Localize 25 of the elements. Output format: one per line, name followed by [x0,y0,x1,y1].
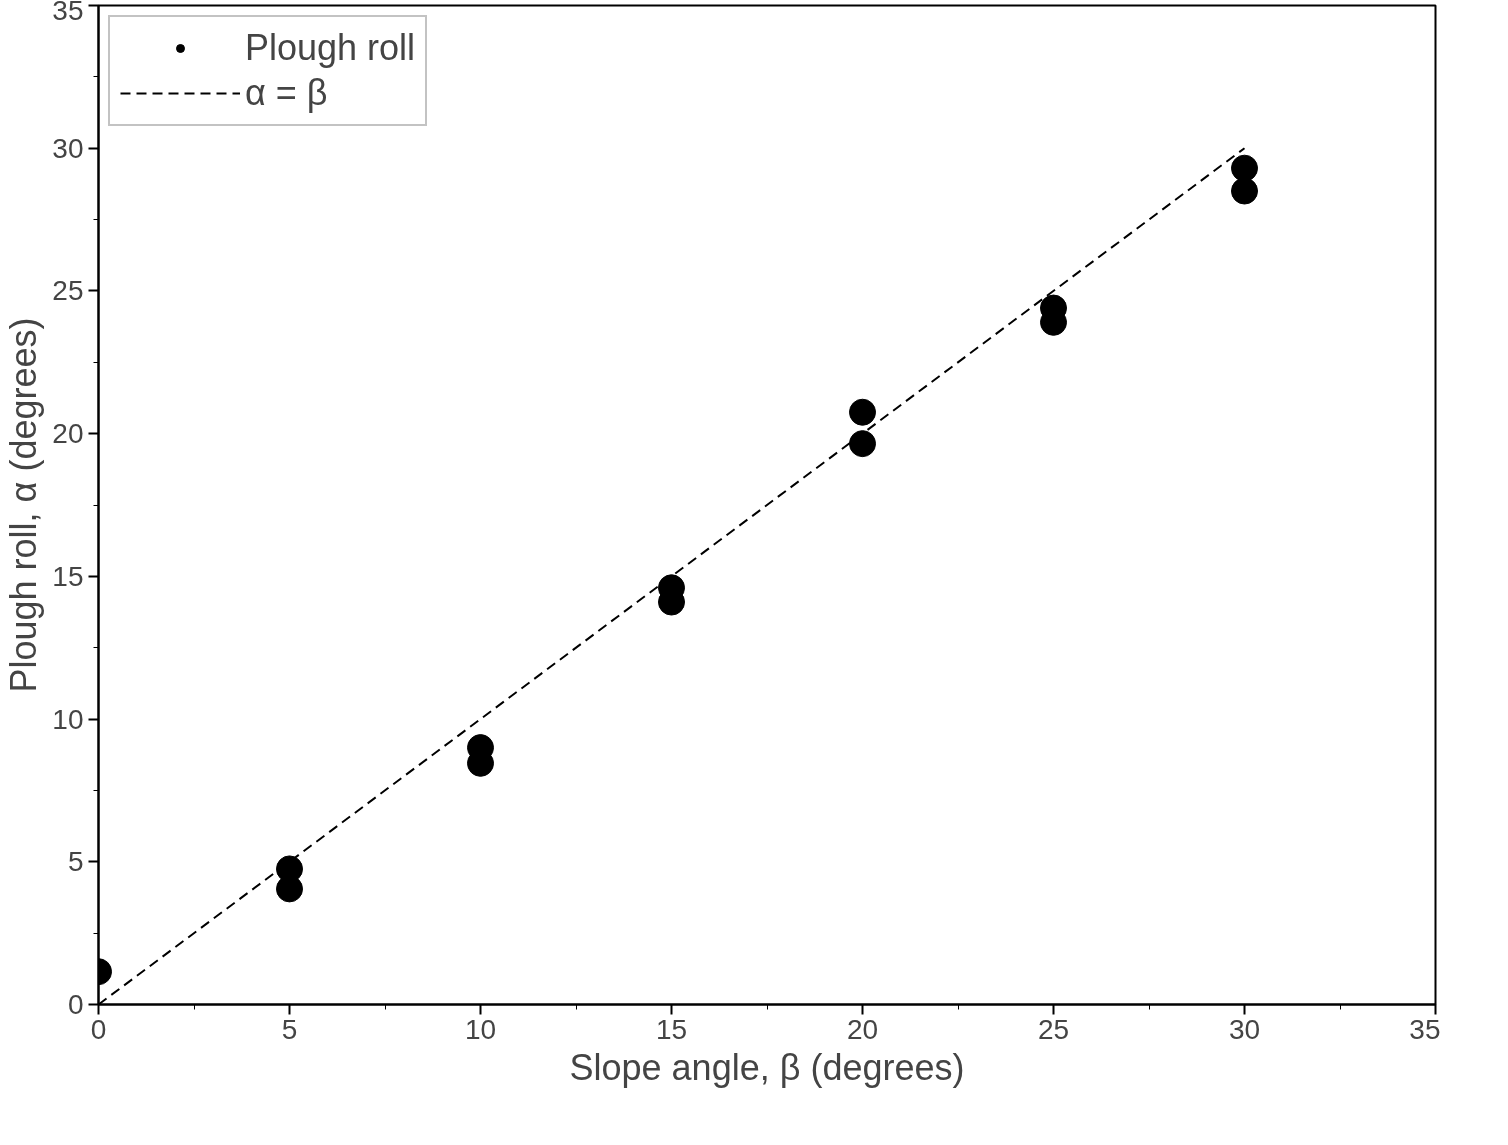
point [1231,177,1258,205]
x-tick-label: 10 [464,1013,497,1045]
point [849,430,876,458]
x-tick-label: 0 [90,1013,107,1045]
y-tick-label: 15 [52,560,84,592]
y-tick-label: 30 [52,132,84,164]
point [849,398,876,426]
x-tick-label: 35 [1409,1013,1441,1045]
x-axis-title: Slope angle, β (degrees) [569,1046,965,1088]
y-tick-label: 0 [67,989,84,1020]
y-axis-title: Plough roll, α (degrees) [3,317,45,693]
x-tick-label: 5 [281,1013,298,1045]
y-tick-label: 5 [67,846,84,878]
y-tick-label: 20 [52,418,84,450]
point [1231,154,1258,182]
legend-label: Plough roll [245,27,416,69]
x-tick-label: 20 [846,1013,879,1045]
legend-label: α = β [245,72,328,114]
y-tick-label: 25 [52,275,84,307]
x-tick-label: 25 [1037,1013,1070,1045]
y-tick-label: 10 [52,703,84,735]
y-tick-label: 35 [52,0,84,26]
point [276,875,303,903]
x-tick-label: 30 [1228,1013,1261,1045]
x-tick-label: 15 [655,1013,688,1045]
